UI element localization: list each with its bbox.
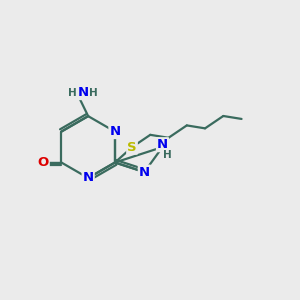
Text: H: H [68,88,77,98]
Text: N: N [82,172,94,184]
Text: O: O [38,156,49,169]
Text: N: N [139,166,150,178]
Text: N: N [110,125,121,138]
Text: H: H [89,88,98,98]
Text: N: N [78,86,89,99]
Text: H: H [163,150,171,160]
Text: S: S [127,141,137,154]
Text: N: N [157,138,168,151]
